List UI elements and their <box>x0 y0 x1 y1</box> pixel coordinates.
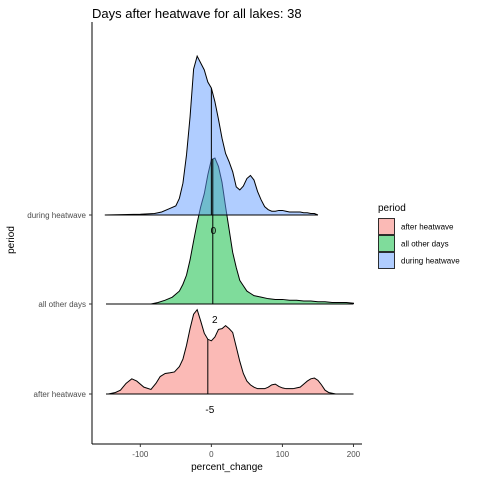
y-tick-label: during heatwave <box>27 211 86 220</box>
y-tick-label: after heatwave <box>34 390 87 399</box>
x-tick-label: 200 <box>347 450 361 459</box>
legend-title: period <box>378 203 406 214</box>
plot-area <box>104 54 354 395</box>
legend-swatch-all-other-days <box>378 235 395 252</box>
chart-title: Days after heatwave for all lakes: 38 <box>92 6 302 21</box>
density-area-all-other-days <box>150 158 354 304</box>
legend-label-during-heatwave: during heatwave <box>401 257 460 266</box>
axes <box>91 22 362 445</box>
density-outline-after-heatwave <box>108 308 354 395</box>
ridge-all-other-days <box>106 157 354 305</box>
x-tick-label: 0 <box>209 450 214 459</box>
median-annotations: 0 2 -5 <box>205 88 218 416</box>
y-tick-label: all other days <box>38 300 86 309</box>
y-axis-ticks: after heatwave all other days during heatw… <box>27 211 92 399</box>
density-area-after-heatwave <box>108 309 354 394</box>
x-tick-label: 100 <box>276 450 290 459</box>
legend-label-all-other-days: all other days <box>401 240 449 249</box>
density-outline-all-other-days <box>150 157 354 305</box>
legend-swatch-during-heatwave <box>378 252 395 269</box>
median-label-after-heatwave: -5 <box>205 405 214 416</box>
density-outline-during-heatwave <box>104 54 319 216</box>
legend: period after heatwave all other days durin… <box>378 203 460 269</box>
x-axis-ticks: -100 0 100 200 <box>132 444 361 459</box>
x-axis-title: percent_change <box>191 462 263 473</box>
median-label-all-other-days: 2 <box>212 315 218 326</box>
legend-label-after-heatwave: after heatwave <box>401 223 454 232</box>
legend-swatch-after-heatwave <box>378 218 395 235</box>
y-axis-title: period <box>6 226 17 254</box>
ridge-after-heatwave <box>106 308 354 395</box>
median-label-during-heatwave: 0 <box>211 226 217 237</box>
x-tick-label: -100 <box>132 450 149 459</box>
